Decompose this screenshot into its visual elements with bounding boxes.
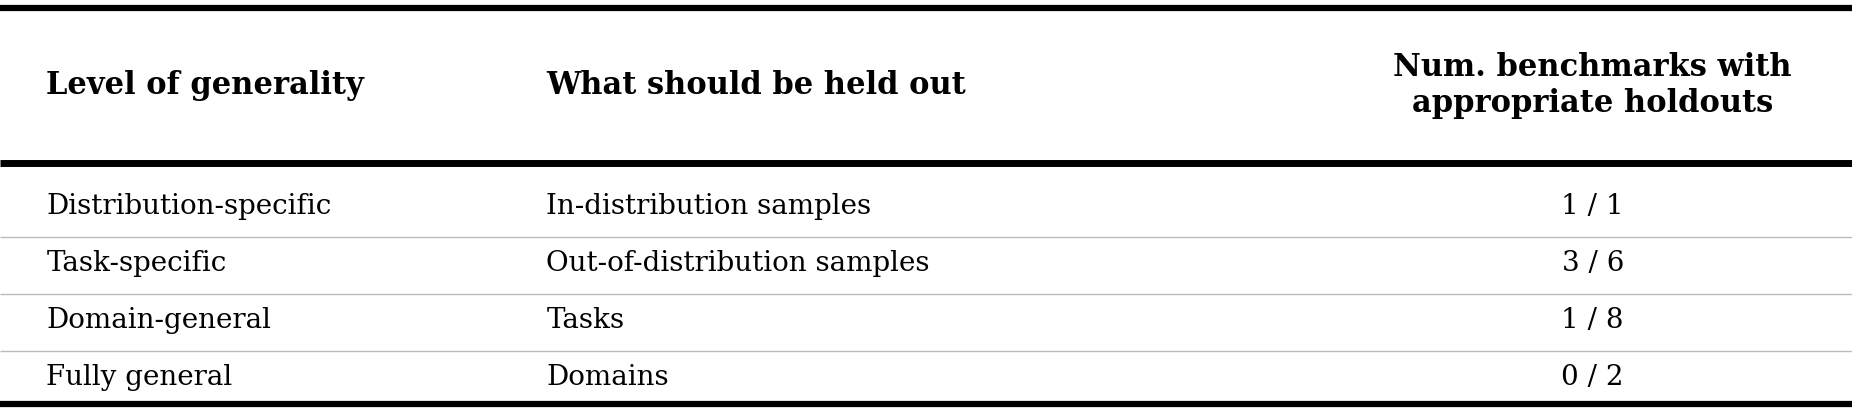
Text: Out-of-distribution samples: Out-of-distribution samples [546,250,930,277]
Text: In-distribution samples: In-distribution samples [546,193,872,220]
Text: 3 / 6: 3 / 6 [1561,250,1624,277]
Text: Domain-general: Domain-general [46,307,270,334]
Text: Domains: Domains [546,364,669,391]
Text: What should be held out: What should be held out [546,70,967,101]
Text: Task-specific: Task-specific [46,250,226,277]
Text: 1 / 1: 1 / 1 [1561,193,1624,220]
Text: Fully general: Fully general [46,364,233,391]
Text: 1 / 8: 1 / 8 [1561,307,1624,334]
Text: Level of generality: Level of generality [46,70,365,101]
Text: 0 / 2: 0 / 2 [1561,364,1624,391]
Text: Distribution-specific: Distribution-specific [46,193,332,220]
Text: Num. benchmarks with
appropriate holdouts: Num. benchmarks with appropriate holdout… [1393,52,1793,119]
Text: Tasks: Tasks [546,307,624,334]
